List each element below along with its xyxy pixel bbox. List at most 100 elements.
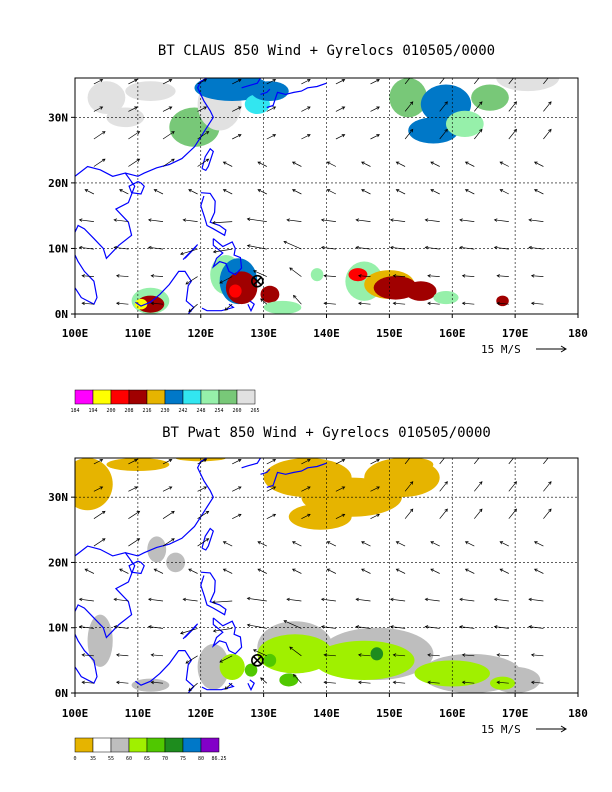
wind-vector: [496, 680, 509, 685]
wind-vector: [162, 79, 173, 85]
field-blob: [489, 676, 516, 690]
wind-vector: [496, 653, 509, 657]
wind-vector: [370, 513, 380, 520]
wind-vector: [291, 161, 302, 167]
wind-vector: [150, 301, 164, 306]
field-blob: [125, 81, 176, 101]
wind-vector: [266, 513, 277, 520]
wind-vector: [291, 541, 302, 547]
wind-vector: [508, 78, 514, 85]
wind-vector: [180, 248, 198, 256]
wind-vector: [392, 274, 406, 278]
wind-vector: [232, 486, 242, 492]
wind-vector: [93, 106, 104, 112]
x-tick-label: 160E: [439, 327, 466, 340]
field-blob: [257, 634, 333, 674]
wind-vector: [543, 508, 552, 519]
wind-vector: [150, 653, 164, 657]
colorbar-swatch: [92, 737, 112, 753]
wind-vector: [404, 458, 411, 465]
chart-panel-1: BT CLAUS 850 Wind + Gyrelocs 010505/0000…: [48, 43, 588, 414]
wind-vector: [474, 481, 483, 492]
colorbar-label: 216: [142, 408, 151, 414]
wind-vector: [119, 568, 129, 574]
wind-vector: [357, 680, 371, 685]
gyre-location-cross: [252, 655, 262, 665]
wind-vector: [533, 189, 544, 195]
wind-vector: [499, 568, 509, 574]
colorbar-label: 65: [144, 756, 150, 762]
wind-vector: [439, 481, 448, 492]
wind-vector: [222, 568, 233, 574]
wind-vector: [162, 510, 175, 519]
wind-vector: [147, 597, 164, 602]
wind-vector: [439, 128, 448, 140]
wind-vector: [361, 541, 371, 547]
x-tick-label: 130E: [250, 327, 277, 340]
wind-vector: [81, 680, 94, 685]
y-tick-label: 10N: [48, 622, 68, 635]
coastline: [201, 682, 235, 691]
colorbar-label: 86.25: [211, 756, 226, 762]
coastline: [211, 617, 243, 655]
wind-vector: [301, 134, 311, 140]
wind-vector: [301, 459, 311, 465]
wind-vector: [508, 101, 517, 112]
colorbar-swatch: [146, 737, 166, 753]
wind-vector: [439, 508, 448, 519]
wind-vector: [323, 680, 336, 685]
wind-vector: [430, 161, 440, 167]
wind-vector: [530, 301, 544, 306]
field-blob: [496, 295, 509, 307]
wind-vector: [185, 655, 198, 664]
x-tick-label: 160E: [439, 707, 466, 720]
colorbar-label: 0: [73, 756, 76, 762]
wind-vector: [499, 161, 509, 167]
x-tick-label: 100E: [62, 327, 89, 340]
coastline: [135, 270, 195, 314]
wind-vector: [533, 568, 544, 574]
wind-vector: [543, 101, 552, 112]
wind-vector: [252, 649, 267, 657]
field-blob: [445, 110, 484, 137]
wind-vector: [320, 597, 336, 602]
wind-vector: [389, 245, 406, 250]
colorbar-label: 184: [70, 408, 79, 414]
wind-vector: [499, 189, 509, 195]
wind-vector: [84, 568, 95, 574]
wind-vector: [257, 161, 267, 167]
wind-vector: [266, 459, 277, 465]
wind-vector: [493, 245, 509, 250]
wind-vector: [508, 508, 517, 519]
wind-vector: [370, 459, 380, 465]
wind-vector: [197, 158, 210, 167]
wind-vector: [508, 458, 514, 465]
wind-vector: [128, 459, 138, 465]
wind-vector: [182, 218, 198, 222]
wind-vector: [289, 646, 302, 657]
wind-vector: [530, 680, 544, 685]
wind-vector: [464, 541, 475, 547]
coastline: [200, 192, 227, 237]
wind-vector: [260, 677, 268, 684]
x-tick-label: 140E: [313, 707, 340, 720]
wind-vector: [439, 458, 445, 465]
wind-vector: [335, 459, 346, 465]
wind-vector: [496, 274, 509, 278]
wind-vector: [528, 597, 544, 602]
wind-vector: [78, 625, 94, 629]
wind-vector: [197, 131, 210, 140]
wind-vector: [355, 597, 371, 602]
wind-vector: [232, 134, 242, 140]
wind-vector: [543, 481, 552, 492]
x-tick-label: 180: [568, 327, 588, 340]
wind-vector: [113, 625, 129, 629]
coastline: [247, 679, 255, 692]
coastline: [241, 458, 262, 469]
wind-vector: [162, 158, 175, 167]
field-blob: [106, 458, 170, 472]
wind-vector: [246, 244, 267, 250]
field-blob: [471, 84, 509, 111]
wind-vector: [355, 218, 371, 222]
wind-vector: [474, 101, 483, 112]
